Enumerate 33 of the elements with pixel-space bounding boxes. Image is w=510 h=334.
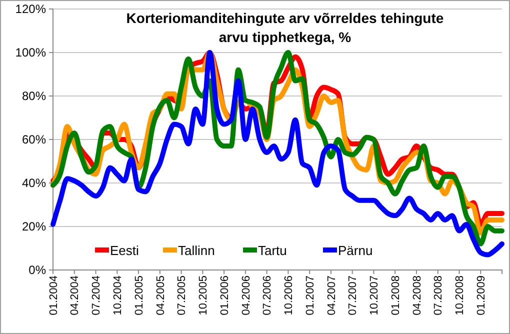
y-tick-label: 40% bbox=[22, 176, 46, 190]
x-tick-label: 10.2004 bbox=[112, 276, 124, 316]
x-tick-label: 01.2007 bbox=[304, 276, 316, 316]
y-tick-label: 0% bbox=[28, 262, 46, 277]
x-tick-label: 04.2006 bbox=[240, 276, 252, 316]
x-tick-label: 04.2004 bbox=[69, 276, 82, 316]
x-tick-label: 07.2004 bbox=[90, 276, 103, 316]
x-tick-label: 01.2005 bbox=[133, 276, 146, 316]
x-tick-label: 07.2007 bbox=[347, 276, 360, 316]
x-tick-label: 07.2005 bbox=[176, 276, 188, 316]
x-tick-label: 10.2007 bbox=[368, 276, 381, 316]
y-tick-label: 60% bbox=[22, 132, 46, 146]
y-tick-label: 20% bbox=[22, 219, 46, 234]
x-tick-label: 01.2009 bbox=[475, 276, 488, 316]
x-tick-label: 07.2008 bbox=[432, 276, 445, 316]
x-tick-label: 10.2006 bbox=[283, 276, 296, 316]
y-tick-label: 120% bbox=[15, 2, 46, 16]
x-tick-label: 01.2006 bbox=[218, 276, 231, 316]
y-tick-label: 100% bbox=[15, 45, 46, 60]
x-tick-label: 01.2008 bbox=[390, 276, 402, 316]
legend-label: Tallinn bbox=[178, 243, 215, 258]
x-tick-label: 10.2005 bbox=[198, 276, 210, 316]
x-tick-label: 07.2006 bbox=[262, 276, 274, 316]
x-tick-label: 04.2005 bbox=[154, 276, 167, 316]
y-tick-label: 80% bbox=[22, 88, 46, 103]
legend-label: Eesti bbox=[110, 243, 140, 258]
x-tick-label: 01.2004 bbox=[48, 276, 60, 316]
x-tick-label: 04.2007 bbox=[326, 276, 338, 316]
text: Korteriomanditehingute arv võrreldes tehingute arvu tipphetkega, % bbox=[126, 10, 444, 45]
x-tick-label: 10.2008 bbox=[454, 276, 466, 316]
legend-label: Tartu bbox=[258, 243, 287, 258]
x-tick-label: 04.2008 bbox=[411, 276, 424, 316]
legend-label: Pärnu bbox=[338, 243, 373, 258]
